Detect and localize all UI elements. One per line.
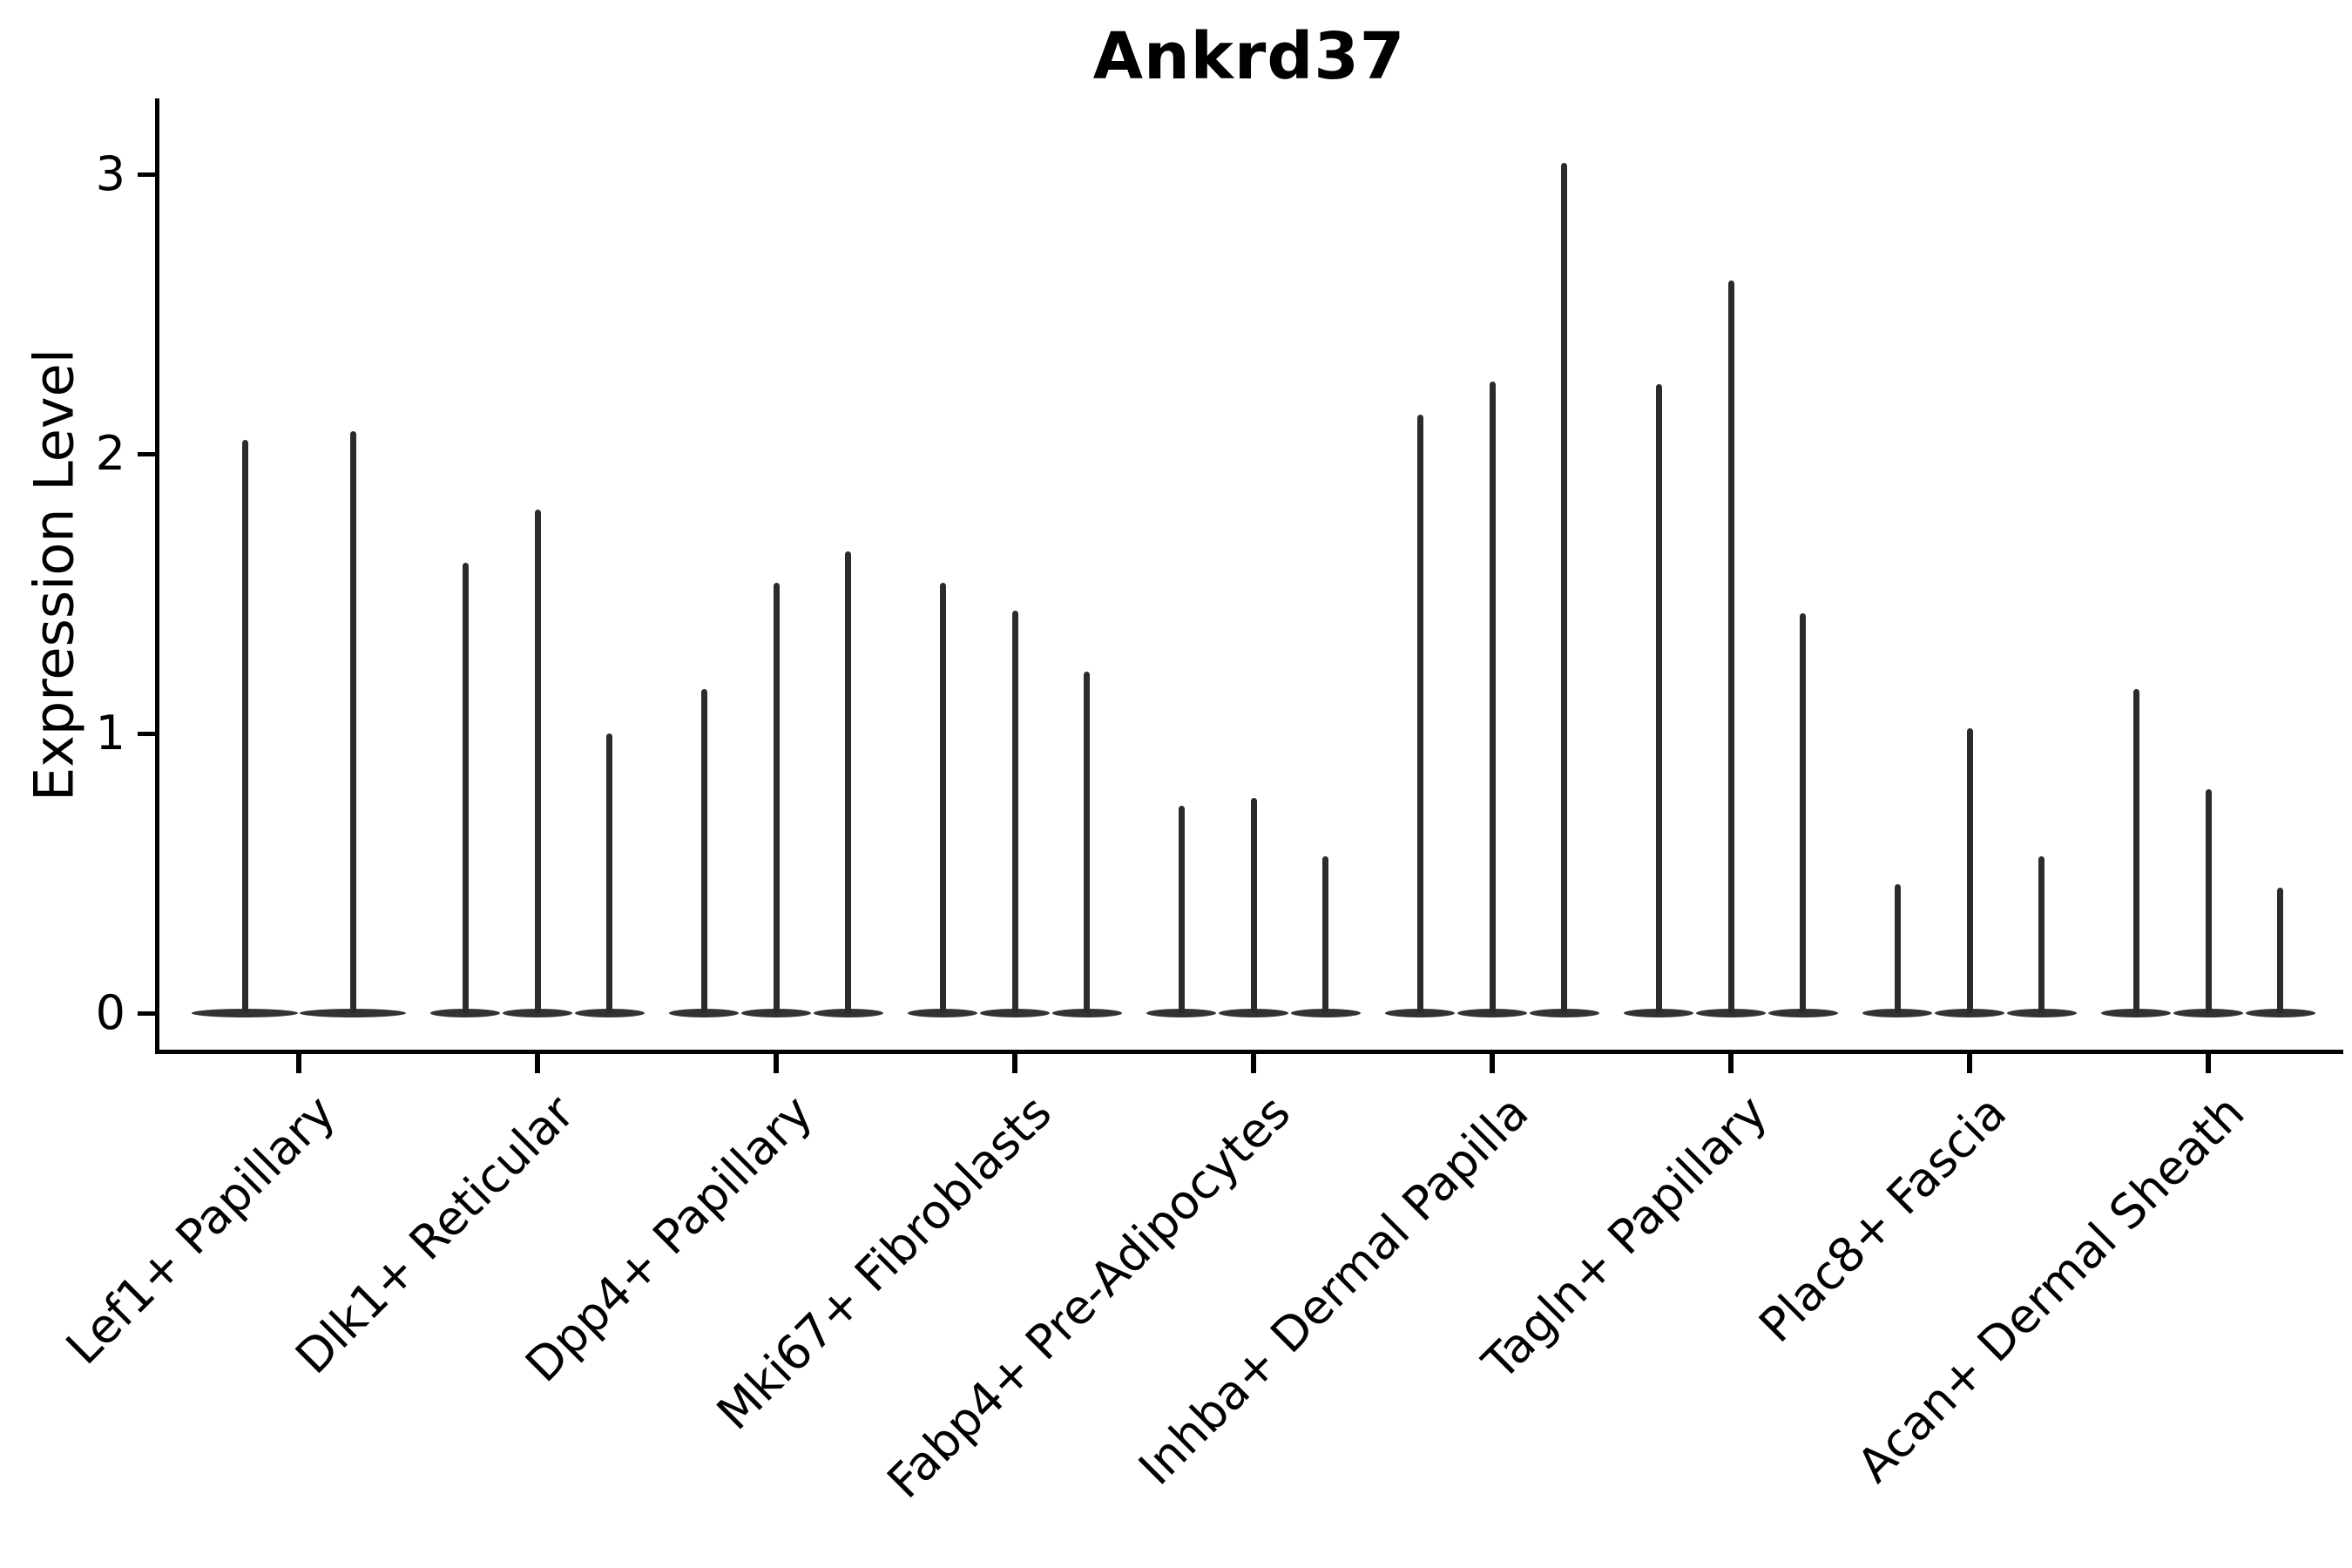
y-tick-label: 0 xyxy=(95,985,125,1040)
x-tick xyxy=(535,1054,540,1073)
violin-needle xyxy=(349,431,356,1013)
x-tick xyxy=(774,1054,779,1073)
violin-needle xyxy=(534,510,541,1013)
violin-base xyxy=(1051,1009,1122,1017)
violin-base xyxy=(1529,1009,1599,1017)
violin-base xyxy=(741,1009,811,1017)
violin-needle xyxy=(1966,727,1973,1013)
x-tick xyxy=(296,1054,301,1073)
violin-base xyxy=(1385,1009,1456,1017)
violin-base xyxy=(1935,1009,2004,1017)
violin-needle xyxy=(1416,415,1423,1013)
violin-base xyxy=(908,1009,978,1017)
violin-needle xyxy=(1250,797,1257,1013)
violin-base xyxy=(2245,1009,2315,1017)
violin-base xyxy=(813,1009,883,1017)
violin-needle xyxy=(2132,688,2139,1013)
violin-needle xyxy=(1655,383,1662,1013)
violin-needle xyxy=(1727,280,1734,1013)
violin-needle xyxy=(773,582,780,1013)
violin-needle xyxy=(1084,672,1091,1013)
violin-base xyxy=(1696,1009,1766,1017)
y-tick xyxy=(138,452,155,456)
violin-needle xyxy=(1894,884,1901,1013)
y-tick xyxy=(138,1011,155,1016)
violin-base xyxy=(192,1009,298,1017)
violin-base xyxy=(503,1009,572,1017)
violin-needle xyxy=(462,563,469,1013)
x-axis-label: Acan+ Dermal Sheath xyxy=(1847,1085,2255,1493)
x-axis-label: Inhba+ Dermal Papilla xyxy=(1128,1085,1539,1496)
violin-base xyxy=(2173,1009,2243,1017)
y-tick-label: 1 xyxy=(95,706,125,760)
violin-needle xyxy=(241,439,248,1013)
violin-base xyxy=(300,1009,406,1017)
violin-needle xyxy=(845,551,852,1013)
y-tick xyxy=(138,172,155,177)
y-tick xyxy=(138,732,155,736)
violin-base xyxy=(1624,1009,1694,1017)
violin-base xyxy=(1767,1009,1838,1017)
violin-needle xyxy=(700,688,707,1013)
violin-needle xyxy=(939,582,946,1013)
y-tick-label: 3 xyxy=(95,146,125,201)
plot-area xyxy=(155,98,2343,1054)
violin-needle xyxy=(1322,856,1329,1013)
x-tick xyxy=(1967,1054,1972,1073)
violin-base xyxy=(1457,1009,1527,1017)
violin-base xyxy=(1290,1009,1361,1017)
violin-base xyxy=(1862,1009,1933,1017)
x-tick xyxy=(1728,1054,1734,1073)
chart-title: Ankrd37 xyxy=(1092,19,1406,94)
x-tick xyxy=(2206,1054,2211,1073)
x-tick xyxy=(1251,1054,1256,1073)
violin-base xyxy=(430,1009,501,1017)
y-tick-label: 2 xyxy=(95,426,125,481)
violin-needle xyxy=(1011,610,1018,1013)
violin-needle xyxy=(2277,887,2284,1013)
violin-needle xyxy=(606,733,613,1013)
x-tick xyxy=(1490,1054,1495,1073)
violin-base xyxy=(980,1009,1050,1017)
violin-base xyxy=(1219,1009,1288,1017)
violin-needle xyxy=(1489,381,1496,1013)
violin-needle xyxy=(1800,612,1807,1013)
violin-needle xyxy=(1561,163,1568,1013)
violin-needle xyxy=(2038,856,2045,1013)
violin-base xyxy=(669,1009,740,1017)
violin-base xyxy=(2101,1009,2172,1017)
x-axis-label: Plac8+ Fascia xyxy=(1748,1085,2017,1354)
x-axis-label: Fabp4+ Pre-Adipocytes xyxy=(876,1085,1301,1510)
violin-needle xyxy=(1178,806,1185,1013)
violin-base xyxy=(2006,1009,2077,1017)
violin-base xyxy=(574,1009,645,1017)
violin-needle xyxy=(2205,789,2212,1013)
violin-base xyxy=(1146,1009,1217,1017)
x-tick xyxy=(1012,1054,1017,1073)
